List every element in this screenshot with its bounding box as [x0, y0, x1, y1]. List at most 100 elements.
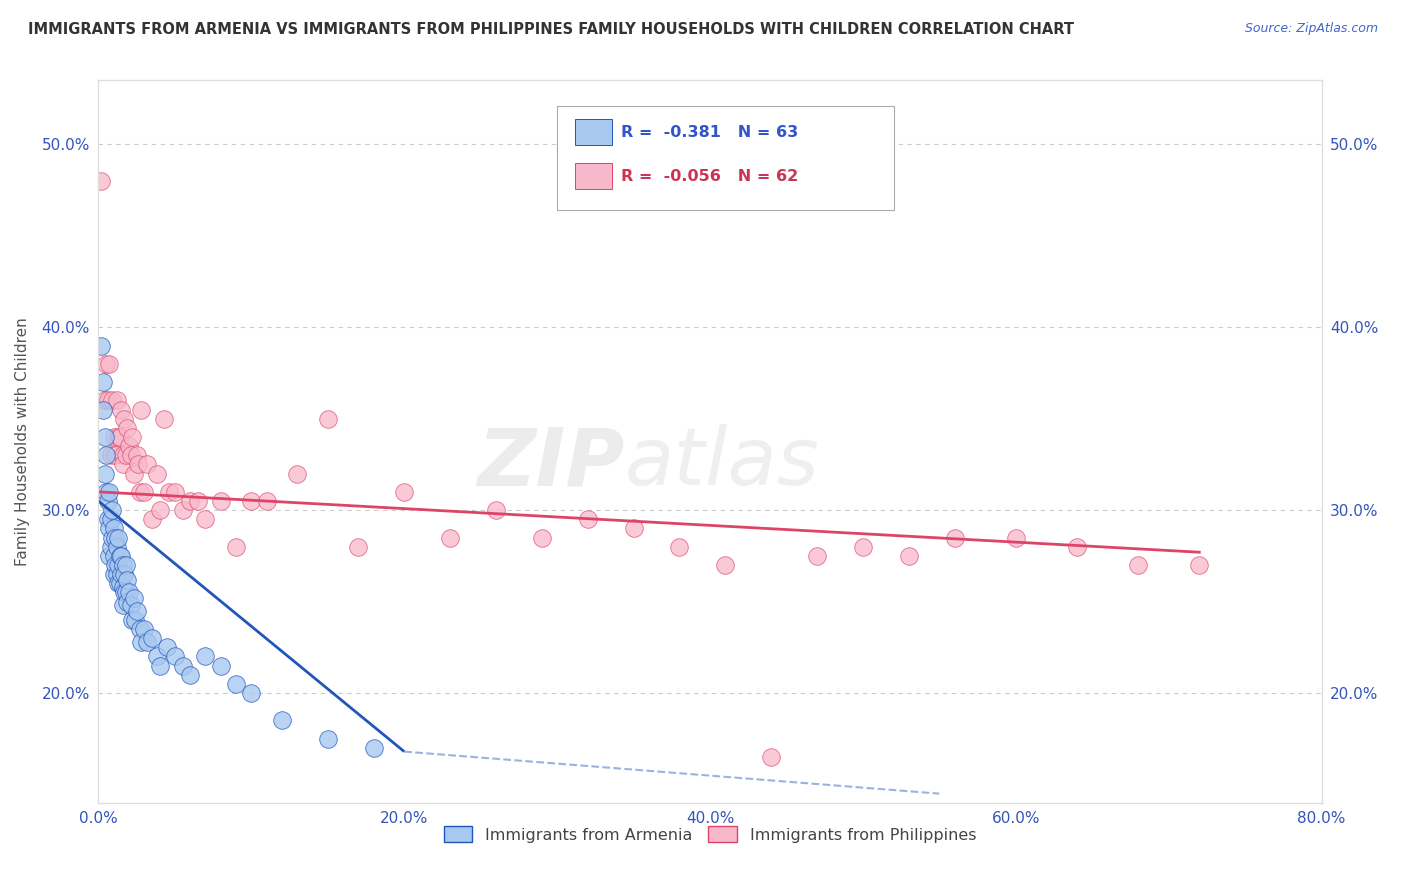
- Point: [118, 439, 141, 453]
- Point: [93, 393, 115, 408]
- Point: [125, 604, 148, 618]
- Point: [111, 448, 134, 462]
- Point: [98, 357, 121, 371]
- Point: [105, 393, 128, 408]
- Point: [127, 458, 149, 472]
- Point: [240, 686, 263, 700]
- Point: [347, 540, 370, 554]
- Text: Source: ZipAtlas.com: Source: ZipAtlas.com: [1244, 22, 1378, 36]
- Point: [111, 558, 134, 572]
- Point: [153, 411, 176, 425]
- Point: [149, 503, 172, 517]
- Point: [111, 599, 134, 613]
- FancyBboxPatch shape: [557, 105, 894, 211]
- Point: [128, 484, 150, 499]
- Point: [110, 402, 132, 417]
- Point: [120, 448, 142, 462]
- Point: [530, 531, 553, 545]
- Legend: Immigrants from Armenia, Immigrants from Philippines: Immigrants from Armenia, Immigrants from…: [437, 820, 983, 849]
- Point: [316, 731, 339, 746]
- Point: [108, 549, 131, 563]
- Point: [100, 512, 122, 526]
- Point: [136, 635, 159, 649]
- Point: [94, 484, 117, 499]
- Point: [141, 631, 163, 645]
- Point: [187, 494, 209, 508]
- Point: [117, 594, 139, 608]
- Point: [94, 357, 117, 371]
- Point: [103, 567, 125, 582]
- Point: [270, 714, 292, 728]
- Point: [104, 531, 127, 545]
- Point: [105, 540, 128, 554]
- Point: [172, 658, 194, 673]
- Point: [149, 658, 172, 673]
- Y-axis label: Family Households with Children: Family Households with Children: [15, 318, 31, 566]
- Point: [209, 494, 232, 508]
- Point: [163, 484, 186, 499]
- Point: [134, 484, 156, 499]
- Text: atlas: atlas: [624, 425, 820, 502]
- Point: [122, 591, 145, 605]
- Point: [1188, 558, 1211, 572]
- Point: [225, 677, 247, 691]
- Point: [759, 750, 782, 764]
- Point: [101, 531, 124, 545]
- Point: [194, 649, 217, 664]
- Point: [98, 484, 121, 499]
- Point: [285, 467, 308, 481]
- Point: [209, 658, 232, 673]
- Point: [145, 649, 167, 664]
- Point: [179, 667, 201, 681]
- Point: [668, 540, 690, 554]
- Point: [256, 494, 278, 508]
- Point: [121, 613, 143, 627]
- Point: [94, 448, 117, 462]
- Point: [194, 512, 217, 526]
- Point: [112, 567, 135, 582]
- Point: [124, 613, 146, 627]
- Point: [240, 494, 263, 508]
- Point: [316, 411, 339, 425]
- Point: [121, 430, 143, 444]
- Point: [125, 448, 148, 462]
- Point: [112, 585, 135, 599]
- Point: [107, 531, 129, 545]
- Point: [163, 649, 186, 664]
- Point: [97, 494, 120, 508]
- Point: [623, 521, 645, 535]
- Point: [111, 458, 134, 472]
- Text: R =  -0.056   N = 62: R = -0.056 N = 62: [620, 169, 799, 184]
- Point: [100, 448, 122, 462]
- Point: [1066, 540, 1088, 554]
- Point: [714, 558, 737, 572]
- Point: [103, 430, 125, 444]
- Point: [897, 549, 920, 563]
- Point: [103, 549, 125, 563]
- Point: [943, 531, 966, 545]
- Point: [392, 484, 416, 499]
- Point: [136, 458, 159, 472]
- Point: [157, 484, 180, 499]
- Point: [103, 521, 125, 535]
- Point: [110, 567, 132, 582]
- Point: [1004, 531, 1026, 545]
- Point: [111, 580, 134, 594]
- Point: [93, 430, 115, 444]
- Point: [100, 540, 122, 554]
- Point: [852, 540, 875, 554]
- Point: [145, 467, 167, 481]
- Point: [115, 585, 138, 599]
- Point: [107, 558, 129, 572]
- Point: [90, 174, 112, 188]
- Point: [129, 635, 152, 649]
- Point: [90, 338, 112, 352]
- Point: [98, 521, 121, 535]
- Point: [112, 411, 135, 425]
- Point: [439, 531, 461, 545]
- Text: ZIP: ZIP: [477, 425, 624, 502]
- Point: [107, 430, 129, 444]
- Point: [104, 558, 127, 572]
- Point: [156, 640, 179, 655]
- Point: [117, 573, 139, 587]
